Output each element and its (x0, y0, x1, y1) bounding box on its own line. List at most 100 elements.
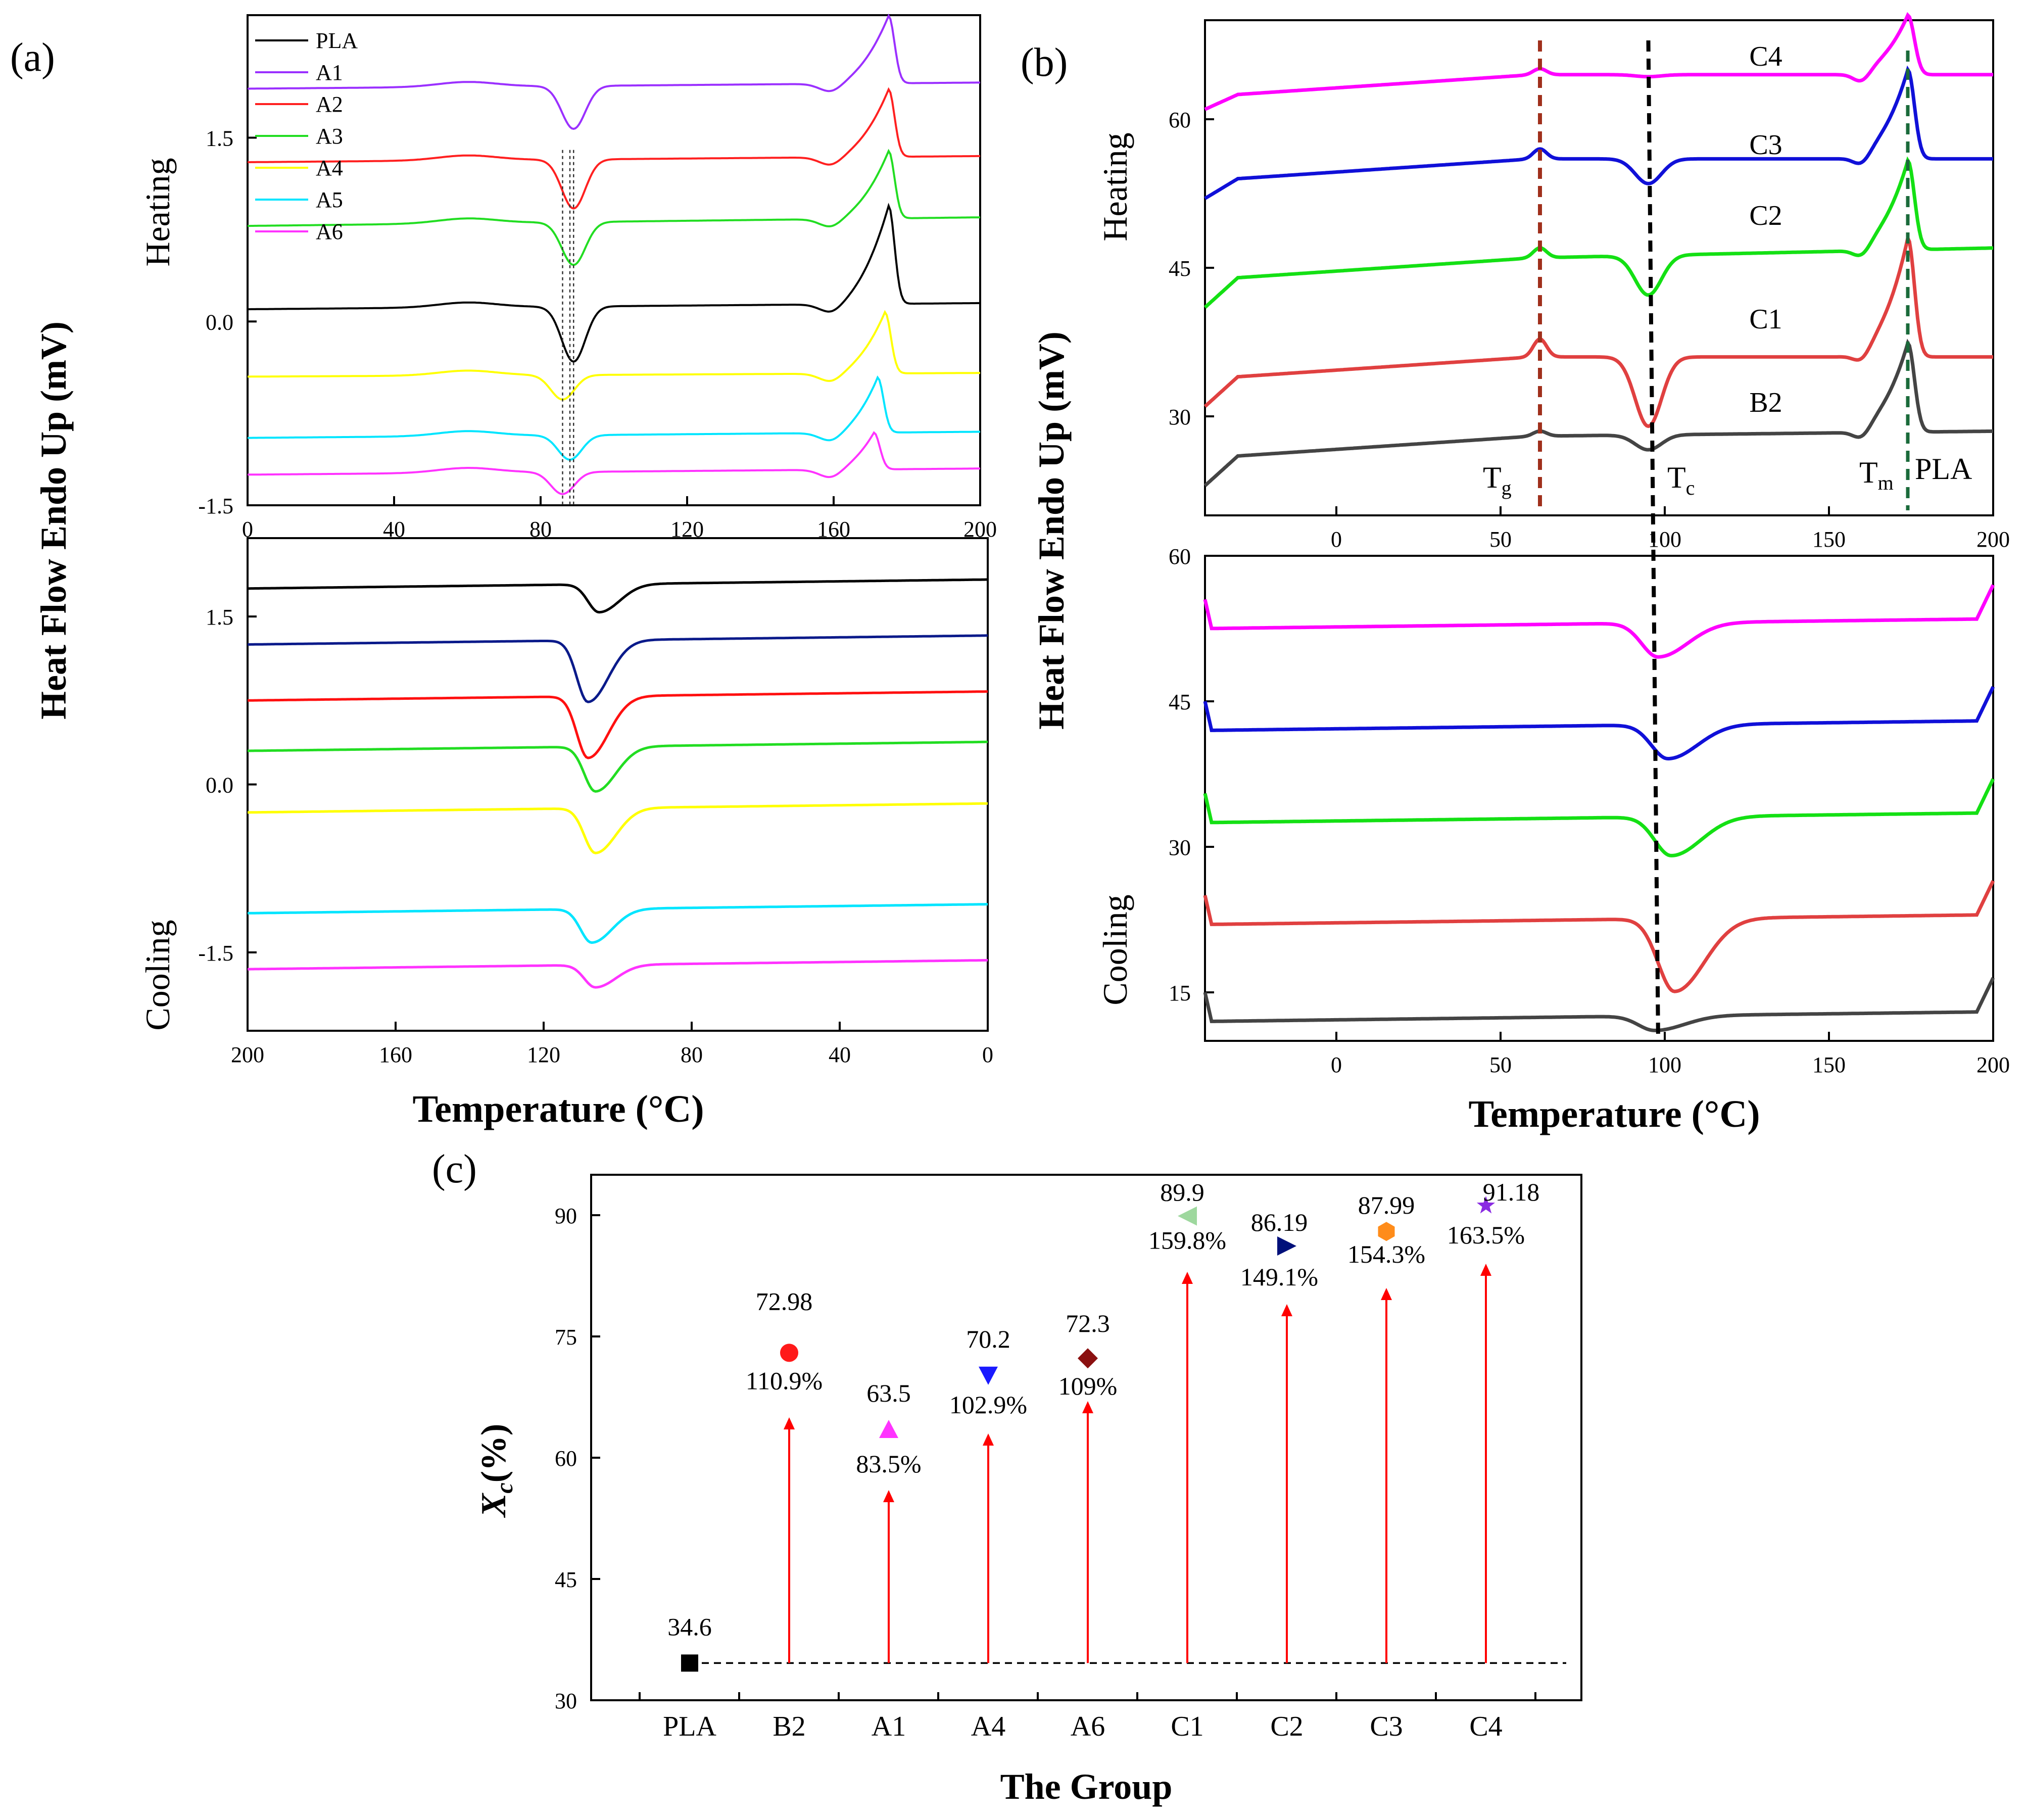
c-value-label-A1: 63.5 (866, 1379, 911, 1407)
b-annot-tg: Tg (1483, 461, 1512, 499)
b-heat-series-C4 (1204, 12, 1993, 111)
a-cool-xtick-label: 160 (379, 1042, 412, 1067)
c-increase-label-A1: 83.5% (856, 1450, 921, 1478)
c-increase-label-C3: 154.3% (1347, 1240, 1425, 1268)
b-cool-xtick-label: 0 (1331, 1052, 1342, 1077)
b-heat-series-label-C4: C4 (1749, 41, 1782, 72)
a-legend-label-A4: A4 (316, 156, 343, 180)
panel-a-cooling-plot: 200 160 120 80 40 0 -1.5 0.0 1.5 (198, 537, 993, 1067)
c-value-label-B2: 72.98 (756, 1287, 813, 1315)
a-cool-series-A4 (248, 802, 988, 854)
c-increase-label-A4: 102.9% (949, 1391, 1027, 1419)
b-annot-tg-main: T (1483, 461, 1502, 494)
a-cool-ytick-label: 0.0 (206, 773, 233, 798)
b-tc-dashed-line (1646, 40, 1660, 1041)
a-heat-series-PLA (248, 203, 980, 363)
c-arrow-head-B2 (784, 1417, 795, 1429)
b-annot-tc: Tc (1667, 461, 1695, 499)
panel-a: Heat Flow Endo Up (mV) Heating Cooling T… (33, 14, 997, 1130)
panel-c-ylabel: Xc(%) (474, 1424, 518, 1518)
c-value-label-A6: 72.3 (1066, 1309, 1110, 1337)
a-heat-series-A1 (248, 14, 980, 130)
b-heat-series-C3 (1204, 65, 1993, 200)
c-value-label-A4: 70.2 (966, 1325, 1010, 1353)
a-heat-ytick-label: 1.5 (206, 126, 233, 151)
c-value-label-C1: 89.9 (1160, 1178, 1204, 1207)
b-heat-xtick-label: 50 (1489, 527, 1512, 552)
c-ytick-label: 45 (555, 1567, 577, 1592)
b-heat-ytick-label: 30 (1169, 405, 1191, 429)
a-cool-series-A3 (248, 740, 988, 793)
c-marker-A1 (879, 1420, 898, 1438)
panel-c: Xc(%) The Group 30 45 60 75 90 PLA B2 A1 A4 A6 C1 C… (474, 1174, 1582, 1807)
panel-a-xlabel: Temperature (°C) (412, 1088, 704, 1130)
a-heat-series-A5 (248, 375, 980, 461)
c-marker-A6 (1078, 1348, 1098, 1369)
a-cool-series-PLA (248, 578, 988, 614)
a-cool-frame (247, 537, 989, 1032)
c-xtick-label-C3: C3 (1370, 1711, 1403, 1742)
c-value-label-C4: 91.18 (1483, 1178, 1540, 1206)
c-arrow-head-A6 (1082, 1401, 1093, 1413)
a-cool-xtick-label: 80 (681, 1042, 703, 1067)
a-cool-series-A6 (248, 959, 988, 989)
c-arrow-head-C4 (1480, 1264, 1491, 1276)
a-heat-ytick-label: 0.0 (206, 310, 233, 334)
b-heat-series-label-C1: C1 (1749, 304, 1782, 335)
b-heat-ytick-label: 45 (1169, 256, 1191, 281)
c-ytick-label: 60 (555, 1446, 577, 1471)
panel-label-b: (b) (1021, 40, 1068, 85)
panel-c-ylabel-suffix: (%) (474, 1424, 513, 1483)
b-annot-tc-main: T (1667, 461, 1686, 494)
c-arrow-head-C1 (1182, 1272, 1193, 1284)
b-heat-series-label-C3: C3 (1749, 129, 1782, 161)
a-legend-label-A1: A1 (316, 60, 343, 85)
b-cool-series-C3 (1203, 686, 1995, 761)
b-cool-series-C1 (1203, 880, 1995, 993)
c-marker-A4 (979, 1366, 998, 1385)
c-increase-label-B2: 110.9% (746, 1366, 823, 1395)
b-annot-tc-sub: c (1686, 476, 1695, 499)
c-increase-label-C2: 149.1% (1240, 1263, 1318, 1291)
a-legend-label-A3: A3 (316, 124, 343, 149)
c-xtick-label-B2: B2 (773, 1711, 805, 1742)
c-marker-B2 (780, 1344, 798, 1362)
a-legend-label-A6: A6 (316, 219, 343, 244)
b-annot-tg-sub: g (1502, 476, 1512, 499)
a-heat-series-A6 (247, 431, 980, 495)
c-arrow-head-A4 (983, 1433, 994, 1446)
panel-label-c: (c) (432, 1147, 477, 1191)
a-cool-series-A2 (248, 690, 988, 759)
a-cool-xtick-label: 200 (231, 1042, 264, 1067)
a-cool-series-A1 (248, 634, 988, 703)
b-annot-tm-sub: m (1878, 471, 1894, 494)
c-value-label-PLA: 34.6 (667, 1612, 712, 1641)
c-marker-PLA (681, 1654, 698, 1672)
b-cool-xtick-label: 50 (1489, 1052, 1512, 1077)
panel-b-cooling-label: Cooling (1096, 894, 1134, 1005)
c-arrow-head-C3 (1381, 1288, 1392, 1300)
c-ytick-label: 90 (555, 1204, 577, 1228)
a-cool-ytick-label: 1.5 (206, 605, 233, 630)
panel-b-heating-label: Heating (1096, 132, 1134, 241)
a-cool-xtick-label: 40 (829, 1042, 851, 1067)
a-heat-frame (247, 14, 981, 506)
a-heat-series-A2 (248, 87, 980, 210)
c-marker-C2 (1277, 1236, 1296, 1256)
b-heat-frame (1204, 19, 1994, 516)
c-increase-label-A6: 109% (1058, 1372, 1118, 1400)
panel-b-ylabel: Heat Flow Endo Up (mV) (1031, 331, 1072, 730)
c-xtick-label-C2: C2 (1270, 1711, 1303, 1742)
panel-c-plot: 30 45 60 75 90 PLA B2 A1 A4 A6 C1 C2 C3 C4 34.6 72.98 11… (555, 1174, 1582, 1742)
c-marker-C1 (1178, 1206, 1197, 1226)
a-heat-series-A4 (248, 310, 980, 401)
b-heat-xtick-label: 200 (1976, 527, 2010, 552)
panel-a-ylabel: Heat Flow Endo Up (mV) (33, 321, 74, 720)
b-cool-xtick-label: 200 (1976, 1052, 2010, 1077)
panel-c-ylabel-sub: c (491, 1482, 518, 1493)
c-xtick-label-A4: A4 (971, 1711, 1005, 1742)
a-heat-xtick-label: 0 (242, 517, 253, 542)
panel-b: Heat Flow Endo Up (mV) Heating Cooling T… (1031, 12, 2010, 1135)
c-ytick-label: 30 (555, 1689, 577, 1713)
